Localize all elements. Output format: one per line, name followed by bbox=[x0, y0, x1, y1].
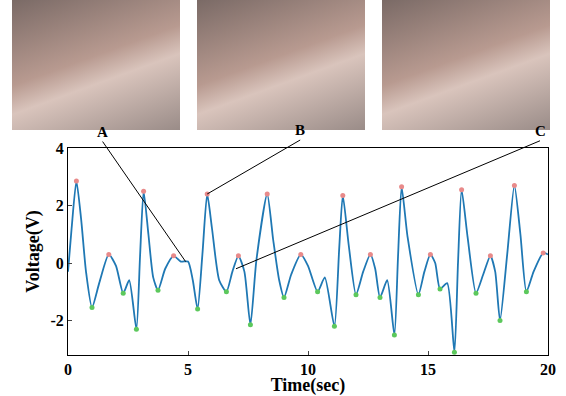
svg-text:10: 10 bbox=[300, 361, 316, 378]
svg-text:Time(sec): Time(sec) bbox=[271, 375, 346, 396]
svg-text:A: A bbox=[97, 124, 108, 140]
svg-text:C: C bbox=[535, 123, 546, 139]
svg-text:B: B bbox=[295, 122, 305, 138]
svg-text:4: 4 bbox=[56, 140, 64, 157]
svg-text:20: 20 bbox=[540, 361, 556, 378]
svg-text:2: 2 bbox=[56, 197, 64, 214]
svg-text:Voltage(V): Voltage(V) bbox=[23, 210, 44, 292]
svg-text:0: 0 bbox=[64, 361, 72, 378]
svg-text:0: 0 bbox=[56, 255, 64, 272]
svg-text:15: 15 bbox=[420, 361, 436, 378]
svg-text:5: 5 bbox=[184, 361, 192, 378]
svg-text:-2: -2 bbox=[50, 312, 63, 329]
